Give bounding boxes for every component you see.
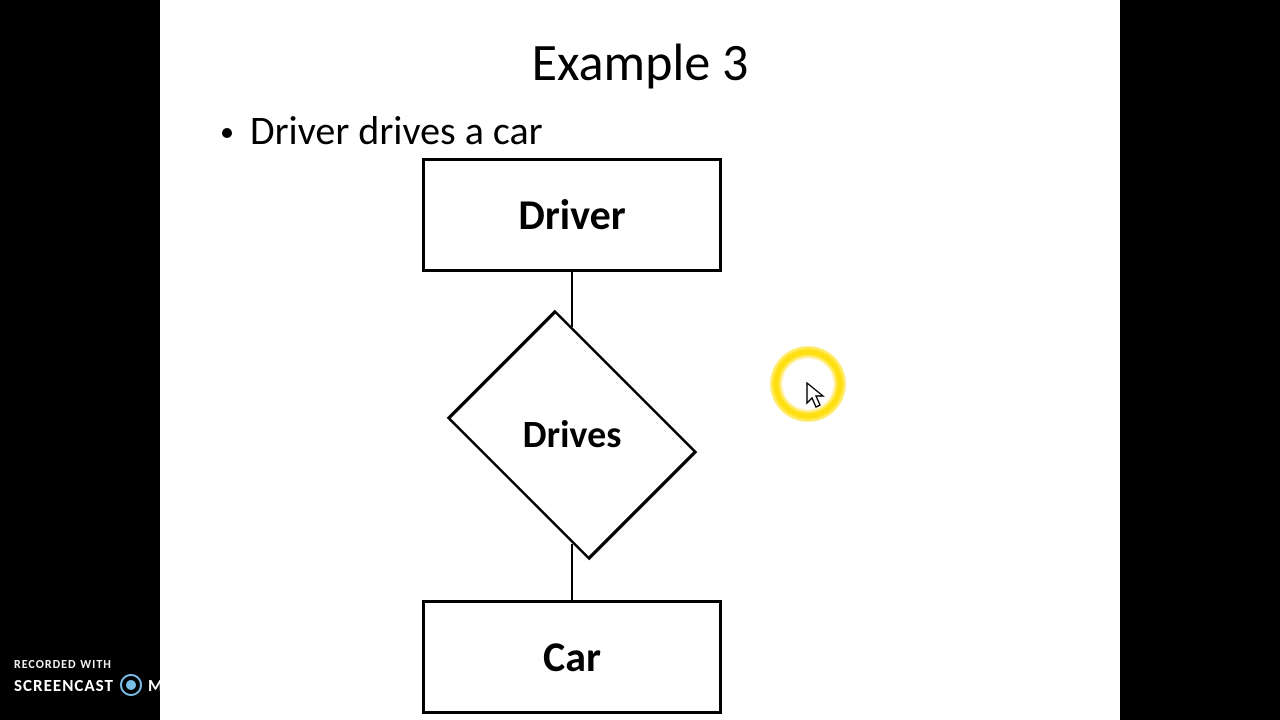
relationship-drives-label: Drives — [523, 412, 622, 458]
bullet-dot-icon — [222, 128, 232, 138]
watermark-brand-left: SCREENCAST — [14, 675, 114, 696]
relationship-drives: Drives — [426, 325, 718, 545]
screencast-o-matic-logo-icon — [120, 674, 142, 696]
watermark-line2: SCREENCAST MATIC — [14, 674, 199, 696]
watermark-brand-right: MATIC — [148, 675, 199, 696]
bullet-item: Driver drives a car — [222, 106, 543, 155]
edge-driver-drives — [571, 272, 573, 327]
slide-title: Example 3 — [160, 30, 1120, 94]
entity-driver: Driver — [422, 158, 722, 272]
relationship-drives-label-wrap: Drives — [426, 325, 718, 545]
slide-title-text: Example 3 — [532, 30, 749, 94]
recorder-watermark: RECORDED WITH SCREENCAST MATIC — [14, 658, 199, 696]
cursor-highlight-icon — [770, 346, 846, 422]
bullet-text: Driver drives a car — [250, 106, 543, 155]
watermark-line1: RECORDED WITH — [14, 658, 199, 672]
entity-driver-label: Driver — [518, 190, 625, 241]
edge-drives-car — [571, 544, 573, 600]
video-frame: Example 3 Driver drives a car Driver Dri… — [0, 0, 1280, 720]
entity-car-label: Car — [543, 632, 601, 683]
entity-car: Car — [422, 600, 722, 714]
